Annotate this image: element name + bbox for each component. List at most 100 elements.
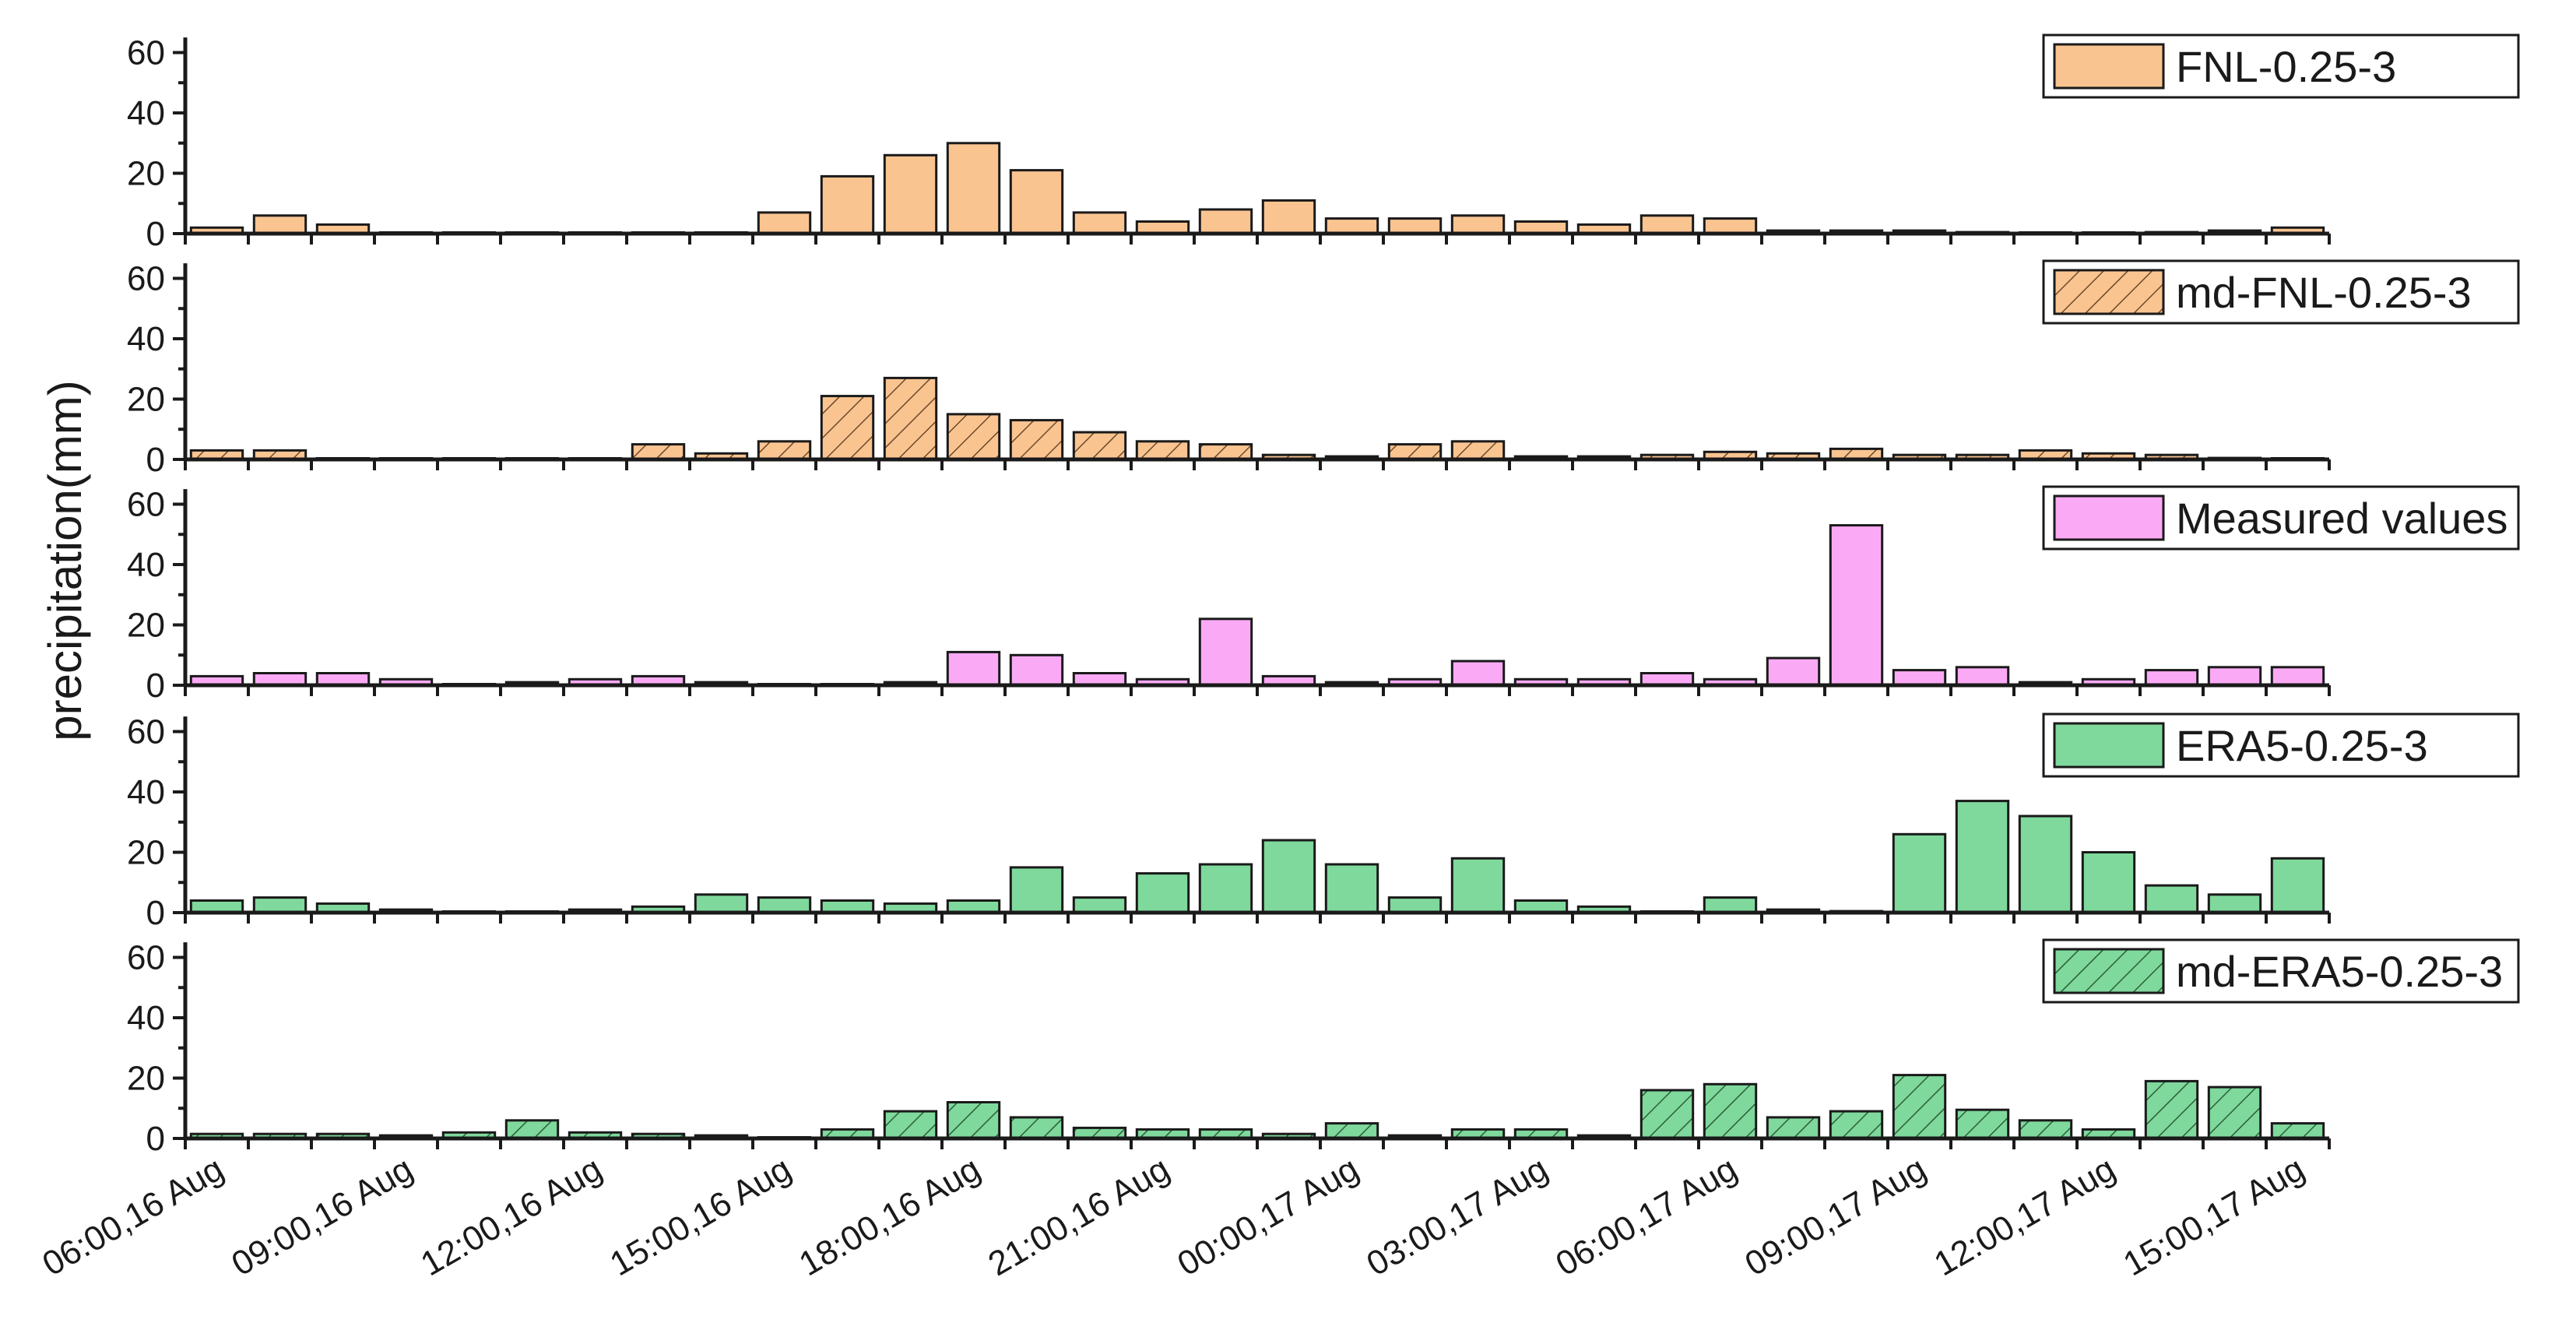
y-tick-label: 60 [127,939,165,977]
bar-ERA5-0.25-3-9 [757,896,812,914]
bar-Measured values-33 [2270,666,2325,687]
y-tick-label: 0 [146,441,165,479]
bar-md-FNL-0.25-3-7 [631,443,686,461]
y-tick-label: 60 [127,260,165,298]
bar-FNL-0.25-3-1 [252,214,308,235]
bar-Measured values-13 [1009,653,1064,687]
bar-ERA5-0.25-3-14 [1072,896,1127,914]
bar-ERA5-0.25-3-16 [1198,863,1253,914]
bar-md-FNL-0.25-3-16 [1198,443,1253,461]
x-tick-label: 15:00,16 Aug [603,1149,797,1283]
y-tick-label: 40 [127,773,165,811]
bar-md-FNL-0.25-3-9 [757,440,812,461]
bar-md-FNL-0.25-3-14 [1072,431,1127,461]
bar-FNL-0.25-3-17 [1261,199,1316,235]
bar-ERA5-0.25-3-1 [252,896,308,914]
bar-ERA5-0.25-3-17 [1261,839,1316,914]
legend-4: ERA5-0.25-3 [2042,712,2520,778]
x-tick-label: 09:00,16 Aug [225,1149,419,1283]
y-tick-label: 0 [146,667,165,705]
bar-Measured values-31 [2144,669,2199,687]
x-tick-label: 18:00,16 Aug [792,1149,986,1283]
bar-FNL-0.25-3-9 [757,211,812,235]
bar-ERA5-0.25-3-20 [1450,857,1506,914]
legend-swatch [2053,722,2165,769]
legend-swatch [2053,43,2165,90]
bar-FNL-0.25-3-19 [1387,217,1443,235]
panel-2: 0 20 40 60 md-FNL-0.25-3 [127,259,2520,479]
x-tick-label: 12:00,16 Aug [414,1149,608,1283]
y-tick-label: 60 [127,713,165,751]
bar-md-ERA5-0.25-3-12 [946,1101,1001,1140]
legend-2: md-FNL-0.25-3 [2042,259,2520,325]
bar-ERA5-0.25-3-27 [1892,832,1947,914]
panel-3: 0 20 40 60 Measured values [127,485,2520,705]
bar-FNL-0.25-3-23 [1639,214,1695,235]
bar-ERA5-0.25-3-19 [1387,896,1443,914]
bar-md-ERA5-0.25-3-28 [1955,1108,2010,1140]
bar-FNL-0.25-3-18 [1324,217,1379,235]
bar-ERA5-0.25-3-15 [1135,872,1190,914]
y-tick-label: 60 [127,34,165,72]
y-tick-label: 40 [127,546,165,584]
bar-Measured values-16 [1198,618,1253,687]
bar-md-ERA5-0.25-3-11 [883,1110,938,1140]
bar-md-ERA5-0.25-3-18 [1324,1122,1379,1140]
bar-md-FNL-0.25-3-10 [820,395,875,461]
bar-FNL-0.25-3-13 [1009,169,1064,235]
bar-md-FNL-0.25-3-15 [1135,440,1190,461]
x-tick-label: 21:00,16 Aug [982,1149,1176,1283]
bar-md-FNL-0.25-3-11 [883,376,938,461]
bar-FNL-0.25-3-14 [1072,211,1127,235]
bar-Measured values-26 [1829,524,1884,687]
bar-FNL-0.25-3-24 [1703,217,1758,235]
y-tick-label: 20 [127,607,165,645]
x-tick-label: 15:00,17 Aug [2117,1149,2311,1283]
bar-md-ERA5-0.25-3-24 [1703,1082,1758,1140]
panel-4: 0 20 40 60 ERA5-0.25-3 [127,712,2520,932]
bar-ERA5-0.25-3-28 [1955,800,2010,914]
legend-swatch [2053,269,2165,315]
bar-Measured values-12 [946,650,1001,687]
legend-label: md-FNL-0.25-3 [2176,268,2472,317]
bar-Measured values-20 [1450,660,1506,687]
legend-swatch [2053,494,2165,541]
bar-ERA5-0.25-3-24 [1703,896,1758,914]
x-tick-label: 12:00,17 Aug [1928,1149,2121,1283]
bar-md-FNL-0.25-3-19 [1387,443,1443,461]
bar-ERA5-0.25-3-32 [2207,893,2262,914]
bar-Measured values-32 [2207,666,2262,687]
bar-Measured values-27 [1892,669,1947,687]
bar-md-ERA5-0.25-3-5 [504,1119,560,1140]
bar-FNL-0.25-3-11 [883,153,938,235]
bar-md-ERA5-0.25-3-31 [2144,1079,2199,1140]
y-tick-label: 0 [146,1120,165,1158]
bar-Measured values-25 [1766,656,1821,687]
y-tick-label: 40 [127,320,165,358]
x-tick-label: 06:00,17 Aug [1549,1149,1743,1283]
y-axis-label: precipitation(mm) [39,380,91,741]
bar-md-ERA5-0.25-3-32 [2207,1085,2262,1140]
chart-panels: 0 20 40 60 FNL-0.25-3 0 20 40 60 md-FNL-0.25-3 0 20… [127,33,2520,1158]
bar-md-FNL-0.25-3-20 [1450,440,1506,461]
x-tick-label: 03:00,17 Aug [1360,1149,1554,1283]
bar-md-ERA5-0.25-3-13 [1009,1116,1064,1140]
y-tick-label: 20 [127,834,165,872]
legend-5: md-ERA5-0.25-3 [2042,938,2520,1004]
bar-md-ERA5-0.25-3-29 [2018,1119,2073,1140]
y-tick-label: 40 [127,999,165,1037]
bar-md-ERA5-0.25-3-23 [1639,1089,1695,1140]
bar-md-ERA5-0.25-3-33 [2270,1122,2325,1140]
bar-ERA5-0.25-3-18 [1324,863,1379,914]
y-tick-label: 20 [127,381,165,419]
bar-FNL-0.25-3-20 [1450,214,1506,235]
legend-label: FNL-0.25-3 [2176,42,2396,91]
legend-1: FNL-0.25-3 [2042,33,2520,99]
bar-ERA5-0.25-3-13 [1009,866,1064,914]
legend-label: ERA5-0.25-3 [2176,721,2428,770]
bar-md-FNL-0.25-3-13 [1009,419,1064,461]
bar-ERA5-0.25-3-8 [694,893,749,914]
y-tick-label: 40 [127,94,165,132]
